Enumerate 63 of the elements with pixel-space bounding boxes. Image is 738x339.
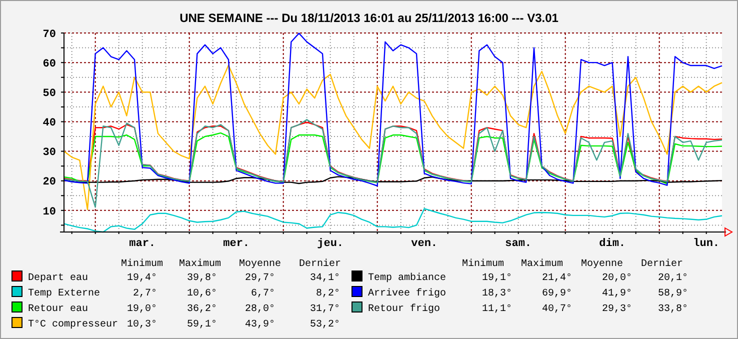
text: Dernier: [640, 258, 684, 270]
text: 31,7°: [310, 304, 340, 315]
text: 10,3°: [126, 320, 157, 330]
legend-label: Temp ambiance: [368, 272, 446, 284]
legend-label: T°C compresseur: [28, 320, 118, 330]
text: 20,1°: [658, 273, 688, 284]
text: 28,0°: [244, 304, 275, 315]
text: 59,1°: [186, 320, 217, 330]
text: 36,2°: [186, 304, 217, 315]
legend-label: Retour eau: [28, 304, 88, 315]
text: Moyenne: [580, 259, 624, 270]
text: 6,7°: [250, 288, 275, 300]
text: Minimum: [120, 258, 164, 270]
text: 43,9°: [244, 320, 275, 330]
y-tick-label: 50: [42, 88, 56, 100]
text: Minimum: [462, 258, 504, 270]
line-series: [63, 119, 723, 208]
text: 53,2°: [310, 320, 340, 330]
text: 19,4°: [126, 273, 157, 284]
text: Dernier: [298, 258, 342, 270]
x-tick-label: mer.: [223, 238, 250, 250]
text: 69,9°: [542, 288, 572, 300]
legend-label: Retour frigo: [368, 303, 440, 315]
y-tick-label: 40: [42, 118, 56, 130]
x-tick-label: ven.: [411, 238, 438, 250]
text: 33,8°: [658, 304, 688, 315]
x-tick-label: dim.: [599, 238, 626, 250]
text: Maximum: [520, 258, 564, 270]
text: 41,9°: [602, 288, 632, 300]
x-tick-label: sam.: [505, 238, 532, 250]
text: 34,1°: [310, 273, 340, 284]
text: 11,1°: [482, 304, 512, 315]
text: 29,7°: [244, 273, 275, 284]
text: 18,3°: [482, 288, 512, 300]
text: 20,0°: [602, 273, 632, 284]
x-tick-label: lun.: [693, 238, 720, 250]
text: 2,7°: [132, 288, 157, 300]
y-tick-label: 10: [42, 206, 56, 218]
text: 19,1°: [482, 273, 512, 284]
y-tick-label: 30: [42, 147, 56, 160]
y-tick-label: 60: [42, 58, 56, 70]
text: 8,2°: [316, 288, 340, 300]
text: 40,7°: [542, 304, 572, 315]
text: Moyenne: [238, 259, 282, 270]
y-tick-label: 70: [42, 28, 56, 41]
line-series: [63, 132, 723, 184]
text: Maximum: [178, 258, 222, 270]
legend-label: Depart eau: [28, 273, 88, 284]
x-tick-label: jeu.: [317, 238, 344, 250]
line-series: [63, 32, 723, 186]
text: 58,9°: [658, 288, 688, 300]
legend-label: Arrivee frigo: [368, 288, 446, 300]
legend-label: Temp Externe: [28, 288, 100, 300]
y-tick-label: 20: [42, 176, 56, 189]
x-tick-label: mar.: [129, 238, 156, 250]
text: 39,8°: [186, 273, 217, 284]
text: 21,4°: [542, 273, 572, 284]
line-series: [63, 208, 723, 233]
chart-title: UNE SEMAINE --- Du 18/11/2013 16:01 au 25/11/2013 16:00 --- V3.01: [180, 11, 559, 25]
text: 29,3°: [602, 304, 632, 315]
text: 10,6°: [186, 288, 217, 300]
text: 19,0°: [126, 304, 157, 315]
line-series: [63, 64, 723, 210]
